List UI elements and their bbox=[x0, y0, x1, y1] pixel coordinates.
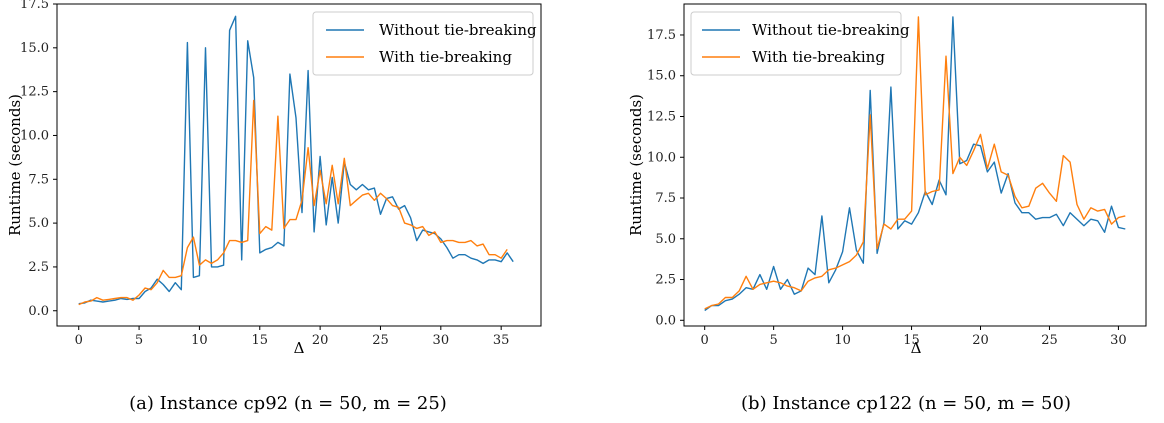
x-tick-label: 5 bbox=[770, 333, 778, 348]
y-tick-label: 15.0 bbox=[647, 69, 676, 84]
x-tick-label: 15 bbox=[251, 333, 268, 348]
y-tick-label: 12.5 bbox=[647, 109, 676, 124]
series-line-with-tie-breaking bbox=[78, 99, 508, 306]
x-tick-label: 10 bbox=[191, 333, 208, 348]
y-tick-label: 17.5 bbox=[647, 28, 676, 43]
y-tick-label: 10.0 bbox=[647, 150, 676, 165]
caption-a: (a) Instance cp92 (n = 50, m = 25) bbox=[129, 393, 447, 414]
chart-cp92: 0 5 10 15 20 25 30 35 0.0 2.5 5.0 7.5 10.0 12.5 15.0 17… bbox=[6, 0, 542, 414]
y-tick-label: 5.0 bbox=[28, 216, 49, 231]
x-tick-label: 20 bbox=[972, 333, 989, 348]
legend-label-without: Without tie-breaking bbox=[379, 21, 537, 39]
y-tick-label: 0.0 bbox=[28, 304, 49, 319]
x-tick-label: 15 bbox=[903, 333, 920, 348]
legend-box bbox=[312, 11, 534, 76]
x-tick-label: 30 bbox=[433, 333, 450, 348]
y-tick-label: 17.5 bbox=[20, 0, 49, 12]
plot-area-frame bbox=[56, 3, 542, 327]
y-tick-label: 7.5 bbox=[28, 172, 49, 187]
caption-b: (b) Instance cp122 (n = 50, m = 50) bbox=[741, 393, 1071, 414]
y-axis-label: Runtime (seconds) bbox=[627, 94, 645, 236]
series-line-with-tie-breaking bbox=[704, 16, 1126, 310]
x-tick-label: 0 bbox=[75, 333, 83, 348]
axis-ticks: 0 5 10 15 20 25 30 35 0.0 2.5 5.0 7.5 10.0 12.5 15.0 17… bbox=[20, 0, 509, 348]
plot-area-frame bbox=[683, 3, 1147, 327]
legend-label-with: With tie-breaking bbox=[752, 48, 885, 66]
legend-box bbox=[690, 11, 902, 76]
x-tick-label: 30 bbox=[1110, 333, 1127, 348]
x-tick-label: 0 bbox=[701, 333, 709, 348]
y-tick-label: 2.5 bbox=[655, 273, 676, 288]
x-tick-label: 10 bbox=[834, 333, 851, 348]
x-tick-label: 35 bbox=[493, 333, 510, 348]
axis-ticks: 0 5 10 15 20 25 30 0.0 2.5 5.0 7.5 10.0 12.5 15.0 17.5 bbox=[647, 28, 1127, 348]
series-lines bbox=[704, 16, 1126, 312]
chart-cp122: 0 5 10 15 20 25 30 0.0 2.5 5.0 7.5 10.0 12.5 15.0 17.5… bbox=[627, 3, 1147, 414]
y-tick-label: 15.0 bbox=[20, 41, 49, 56]
y-axis-label: Runtime (seconds) bbox=[6, 94, 24, 236]
x-axis-label: Δ bbox=[294, 339, 305, 357]
y-tick-label: 7.5 bbox=[655, 191, 676, 206]
legend: Without tie-breaking With tie-breaking bbox=[312, 11, 537, 76]
y-tick-label: 10.0 bbox=[20, 128, 49, 143]
x-tick-label: 25 bbox=[1041, 333, 1058, 348]
y-tick-label: 12.5 bbox=[20, 85, 49, 100]
legend: Without tie-breaking With tie-breaking bbox=[690, 11, 910, 76]
x-axis-label: Δ bbox=[911, 339, 922, 357]
y-tick-label: 0.0 bbox=[655, 313, 676, 328]
series-line-without-tie-breaking bbox=[78, 15, 514, 305]
legend-label-without: Without tie-breaking bbox=[752, 21, 910, 39]
series-lines bbox=[78, 15, 514, 306]
x-tick-label: 20 bbox=[312, 333, 329, 348]
x-tick-label: 25 bbox=[372, 333, 389, 348]
series-line-without-tie-breaking bbox=[704, 16, 1126, 312]
legend-label-with: With tie-breaking bbox=[379, 48, 512, 66]
y-tick-label: 2.5 bbox=[28, 260, 49, 275]
x-tick-label: 5 bbox=[135, 333, 143, 348]
y-tick-label: 5.0 bbox=[655, 232, 676, 247]
